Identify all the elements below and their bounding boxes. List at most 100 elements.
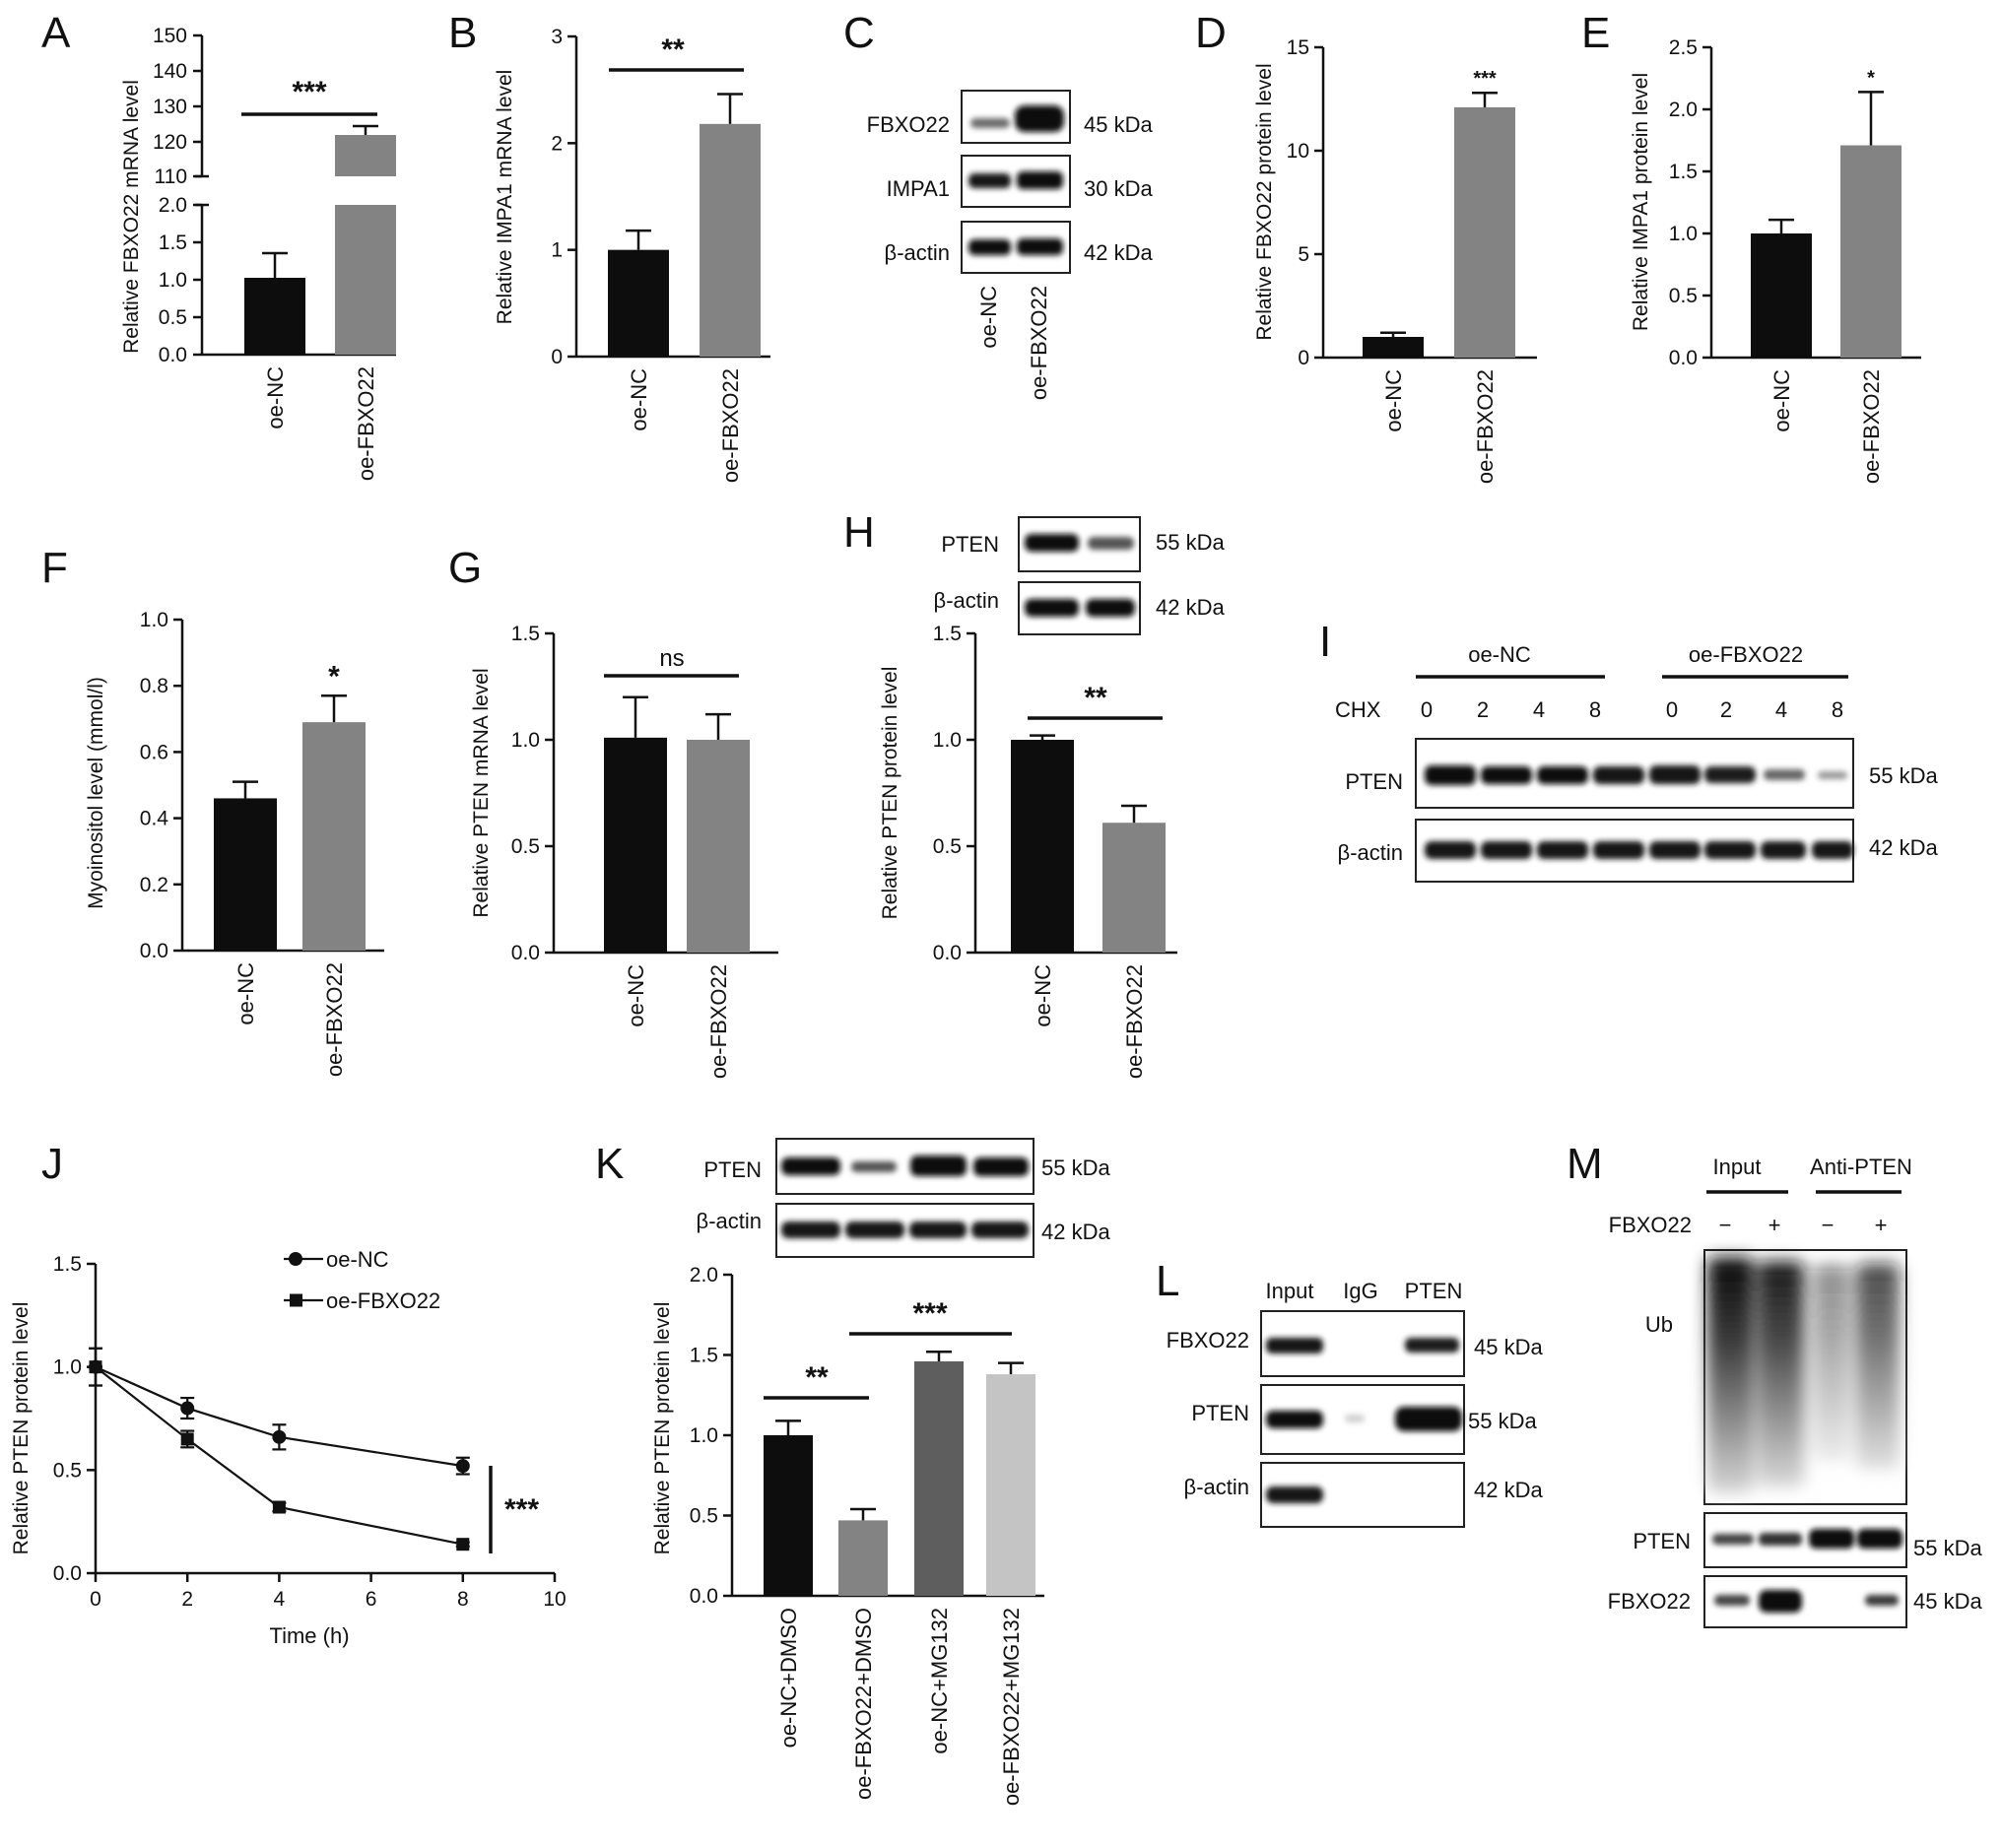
chart-h: 0.0 0.5 1.0 1.5 oe-NC oe-FBXO22 ** [933, 623, 1177, 1079]
blot-band [1537, 766, 1588, 784]
blot-band [968, 173, 1011, 188]
y-tick-label: 0.8 [140, 675, 168, 697]
y-tick-label: 0.5 [53, 1459, 82, 1482]
x-tick-label: 6 [366, 1588, 377, 1611]
blot-band [781, 1221, 840, 1238]
panel-letter-d: D [1195, 9, 1227, 57]
blot-band [1537, 841, 1588, 859]
y-axis-label: Relative PTEN mRNA level [470, 668, 493, 917]
ub-smear [1813, 1265, 1850, 1462]
blot-band [1086, 599, 1135, 617]
blot-band [1704, 766, 1756, 783]
blot-band [1481, 841, 1532, 859]
y-tick-label: 0 [1298, 347, 1309, 369]
kda-label: 55 kDa [1913, 1536, 1982, 1560]
category-label: oe-NC [1381, 369, 1406, 432]
data-point [456, 1538, 470, 1551]
category-label: oe-NC+DMSO [776, 1608, 801, 1748]
sign-label: − [1719, 1213, 1732, 1237]
bar [1102, 823, 1166, 953]
y-tick-label: 2.5 [1669, 36, 1698, 59]
y-tick-label: 1.5 [511, 623, 540, 645]
kda-label: 42 kDa [1474, 1478, 1543, 1502]
bar [1840, 145, 1902, 358]
panel-letter-i: I [1319, 618, 1331, 666]
group-label: oe-FBXO22 [1689, 642, 1803, 667]
blot-band [1809, 1529, 1854, 1549]
y-tick-label: 0.6 [140, 741, 168, 763]
panel-letter-c: C [843, 9, 875, 57]
panel-c: C FBXO22 IMPA1 β-actin 45 kDa 30 kDa 42 … [843, 9, 1153, 400]
kda-label: 45 kDa [1474, 1335, 1543, 1359]
bar [764, 1435, 813, 1596]
panel-k: K PTEN β-actin 55 kDa 42 kDa Relative PT… [595, 1138, 1110, 1806]
chx-time: 8 [1832, 697, 1843, 722]
panel-f: F Myoinositol level (mmol/l) 0.00.20.40.… [41, 544, 384, 1077]
x-tick-label: 4 [274, 1588, 286, 1611]
panel-letter-g: G [448, 544, 482, 592]
significance-label: ** [661, 33, 685, 66]
blot-band [1266, 1411, 1323, 1428]
data-point [180, 1401, 195, 1416]
kda-label: 55 kDa [1041, 1155, 1110, 1180]
blot-band [973, 1157, 1029, 1176]
panel-a: A Relative FBXO22 mRNA level 150 140 130… [41, 9, 396, 481]
blot-band [1266, 1486, 1323, 1503]
y-tick-label: 0.5 [690, 1505, 718, 1528]
blot-band [1759, 1590, 1802, 1613]
chx-time: 4 [1533, 697, 1545, 722]
significance-label: ns [659, 645, 684, 672]
significance-label: *** [1473, 68, 1497, 90]
panel-m: M Input Anti-PTEN FBXO22 − + − + Ub PTEN [1567, 1140, 1982, 1628]
blot-row-label: PTEN [1345, 769, 1403, 794]
blot-band [781, 1157, 840, 1175]
blot-row-label: FBXO22 [867, 112, 950, 137]
svg-text:110: 110 [155, 165, 187, 188]
y-tick-label: 1.5 [690, 1345, 718, 1367]
panel-l: L Input IgG PTEN FBXO22 PTEN β-actin 45 … [1156, 1257, 1543, 1528]
bar [604, 737, 667, 953]
y-axis-label: Myoinositol level (mmol/l) [85, 677, 107, 909]
sign-label: + [1768, 1213, 1781, 1237]
blot-band [971, 1221, 1029, 1238]
series-line [95, 1365, 464, 1546]
panel-d: D Relative FBXO22 protein level 0 5 10 15 oe… [1195, 9, 1537, 484]
category-label: oe-FBXO22+DMSO [851, 1608, 876, 1800]
blot-band [1017, 238, 1063, 255]
kda-label: 55 kDa [1869, 763, 1938, 788]
category-label: oe-NC [1769, 369, 1794, 432]
lane-label: Input [1266, 1279, 1314, 1303]
significance-label: ** [805, 1361, 829, 1394]
chart-f: 0.0 0.2 0.4 0.6 0.8 1.0 oe-NC oe-FBXO22 * [140, 609, 384, 1077]
x-tick-label: 10 [543, 1588, 566, 1611]
blot-band [1593, 766, 1644, 784]
chart-e: 0.0 0.5 1.0 1.5 2.0 2.5 oe-NC oe-FBXO22 * [1669, 36, 1921, 484]
blot-band [1649, 841, 1701, 859]
svg-text:130: 130 [153, 96, 187, 118]
lane-label: oe-FBXO22 [1027, 286, 1051, 400]
bar [214, 798, 277, 951]
legend-label: oe-NC [326, 1247, 389, 1272]
y-tick-label: 1.0 [511, 729, 540, 752]
blot-band [1761, 841, 1806, 859]
blot-row-label: FBXO22 [1167, 1328, 1249, 1353]
panel-letter-e: E [1581, 9, 1610, 57]
data-point [180, 1432, 194, 1446]
x-axis-label: Time (h) [269, 1623, 349, 1648]
panel-j: J Relative PTEN protein level Time (h) 0… [10, 1140, 567, 1648]
panel-letter-k: K [595, 1140, 624, 1188]
blot-band [851, 1161, 897, 1172]
y-tick-label: 0.5 [933, 835, 962, 858]
legend-label: oe-FBXO22 [326, 1288, 440, 1313]
legend-marker [290, 1293, 302, 1307]
y-tick-label: 0.0 [511, 942, 540, 964]
sign-label: + [1875, 1213, 1888, 1237]
sign-label: − [1822, 1213, 1835, 1237]
panel-letter-m: M [1567, 1140, 1603, 1188]
y-tick-label: 1.0 [1669, 223, 1698, 245]
kda-label: 42 kDa [1156, 595, 1225, 620]
blot-row-label: PTEN [1191, 1401, 1249, 1425]
blot-band [1593, 841, 1644, 859]
category-label: oe-FBXO22 [1473, 369, 1498, 484]
